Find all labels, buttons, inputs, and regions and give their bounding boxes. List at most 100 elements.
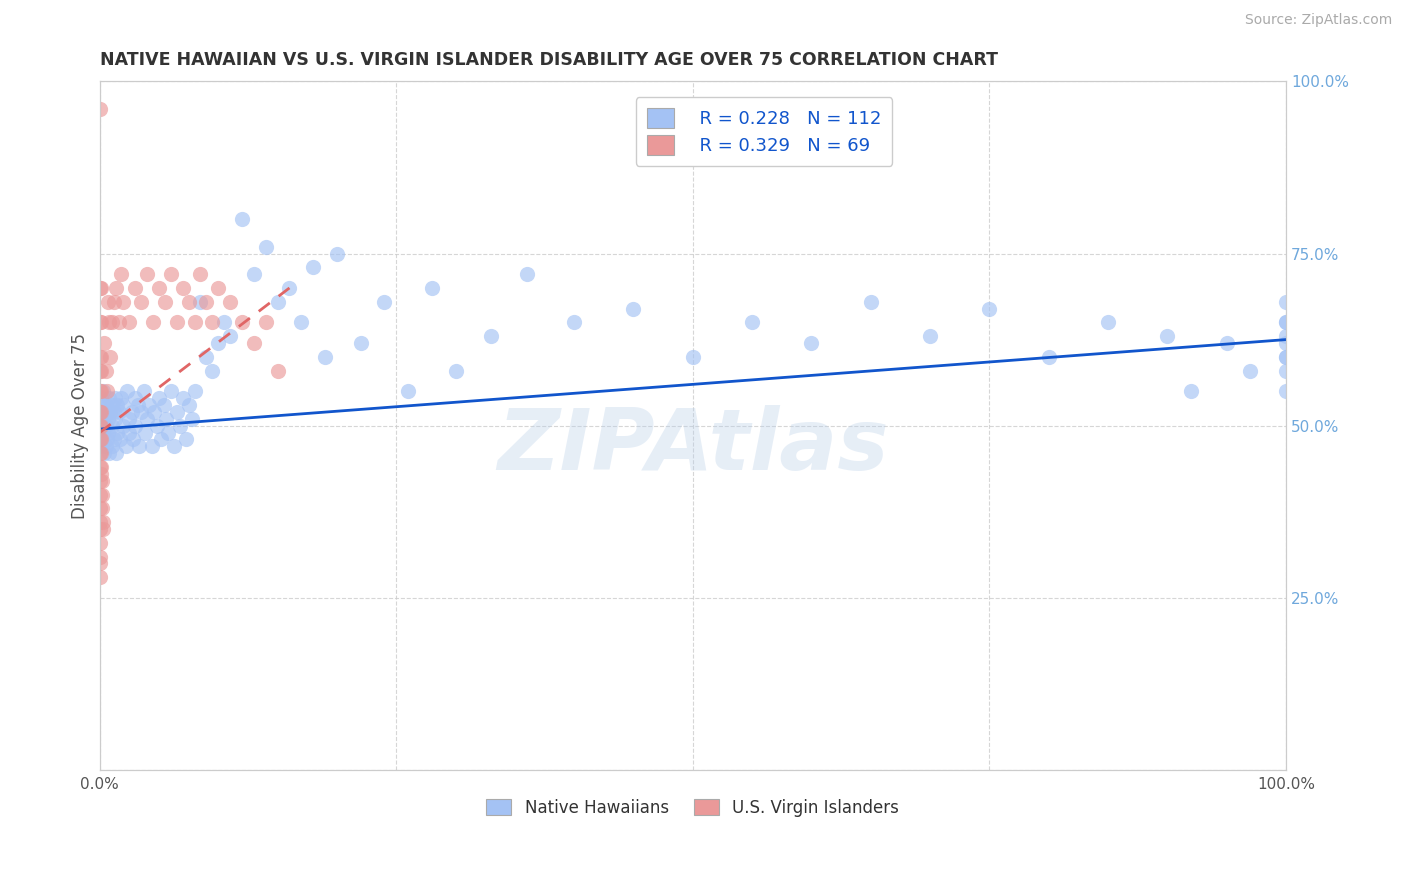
Point <box>94 439 117 453</box>
Point <box>314 350 336 364</box>
Point <box>516 267 538 281</box>
Point <box>172 391 194 405</box>
Point <box>118 411 141 425</box>
Point <box>562 315 585 329</box>
Point <box>155 411 177 425</box>
Point <box>104 391 127 405</box>
Point <box>91 425 114 440</box>
Point <box>160 267 183 281</box>
Point <box>96 405 118 419</box>
Point <box>90 418 112 433</box>
Point <box>1215 336 1237 351</box>
Point <box>89 102 111 116</box>
Point <box>89 515 111 529</box>
Point <box>153 294 176 309</box>
Point <box>177 294 200 309</box>
Point <box>90 281 112 295</box>
Text: Source: ZipAtlas.com: Source: ZipAtlas.com <box>1244 13 1392 28</box>
Point <box>118 315 141 329</box>
Point <box>136 411 159 425</box>
Point <box>1275 384 1298 399</box>
Point <box>166 315 188 329</box>
Point <box>207 336 229 351</box>
Point <box>97 425 120 440</box>
Point <box>148 391 170 405</box>
Point <box>90 446 112 460</box>
Point <box>98 391 121 405</box>
Point <box>90 405 112 419</box>
Point <box>89 522 111 536</box>
Point <box>97 411 120 425</box>
Point <box>138 398 160 412</box>
Point <box>121 405 143 419</box>
Point <box>112 398 135 412</box>
Point <box>89 501 111 516</box>
Point <box>141 439 163 453</box>
Point <box>128 439 150 453</box>
Point <box>1275 350 1298 364</box>
Point <box>266 294 288 309</box>
Point <box>219 294 242 309</box>
Point <box>420 281 443 295</box>
Point <box>127 398 149 412</box>
Point <box>148 281 170 295</box>
Point <box>207 281 229 295</box>
Point <box>172 281 194 295</box>
Point <box>115 384 138 399</box>
Point <box>212 315 235 329</box>
Point <box>91 487 114 501</box>
Point <box>89 384 111 399</box>
Point <box>112 294 135 309</box>
Point <box>254 239 277 253</box>
Point <box>98 446 121 460</box>
Point <box>91 501 114 516</box>
Point <box>124 281 146 295</box>
Point <box>190 267 212 281</box>
Point <box>112 418 135 433</box>
Point <box>195 350 218 364</box>
Point <box>107 315 129 329</box>
Point <box>682 350 704 364</box>
Point <box>150 433 173 447</box>
Point <box>105 281 128 295</box>
Point <box>741 315 763 329</box>
Point <box>98 315 121 329</box>
Point <box>266 363 288 377</box>
Point <box>1156 329 1178 343</box>
Point <box>91 522 114 536</box>
Point <box>122 433 145 447</box>
Point <box>169 418 191 433</box>
Point <box>93 336 115 351</box>
Point <box>98 405 121 419</box>
Point <box>145 418 167 433</box>
Text: NATIVE HAWAIIAN VS U.S. VIRGIN ISLANDER DISABILITY AGE OVER 75 CORRELATION CHART: NATIVE HAWAIIAN VS U.S. VIRGIN ISLANDER … <box>100 51 998 69</box>
Point <box>110 391 132 405</box>
Point <box>129 294 152 309</box>
Point <box>243 336 266 351</box>
Point <box>859 294 882 309</box>
Point <box>290 315 312 329</box>
Point <box>96 433 118 447</box>
Point <box>91 384 114 399</box>
Point <box>91 411 114 425</box>
Point <box>107 405 129 419</box>
Point <box>98 350 121 364</box>
Point <box>90 350 112 364</box>
Point <box>90 433 112 447</box>
Point <box>201 363 224 377</box>
Point <box>90 391 112 405</box>
Point <box>118 425 141 440</box>
Point <box>89 460 111 475</box>
Point <box>89 487 111 501</box>
Point <box>183 315 205 329</box>
Point <box>278 281 301 295</box>
Point <box>91 418 114 433</box>
Point <box>1275 336 1298 351</box>
Point <box>1239 363 1261 377</box>
Point <box>91 398 114 412</box>
Point <box>94 398 117 412</box>
Point <box>444 363 467 377</box>
Point <box>89 535 111 549</box>
Point <box>1038 350 1060 364</box>
Point <box>326 246 349 260</box>
